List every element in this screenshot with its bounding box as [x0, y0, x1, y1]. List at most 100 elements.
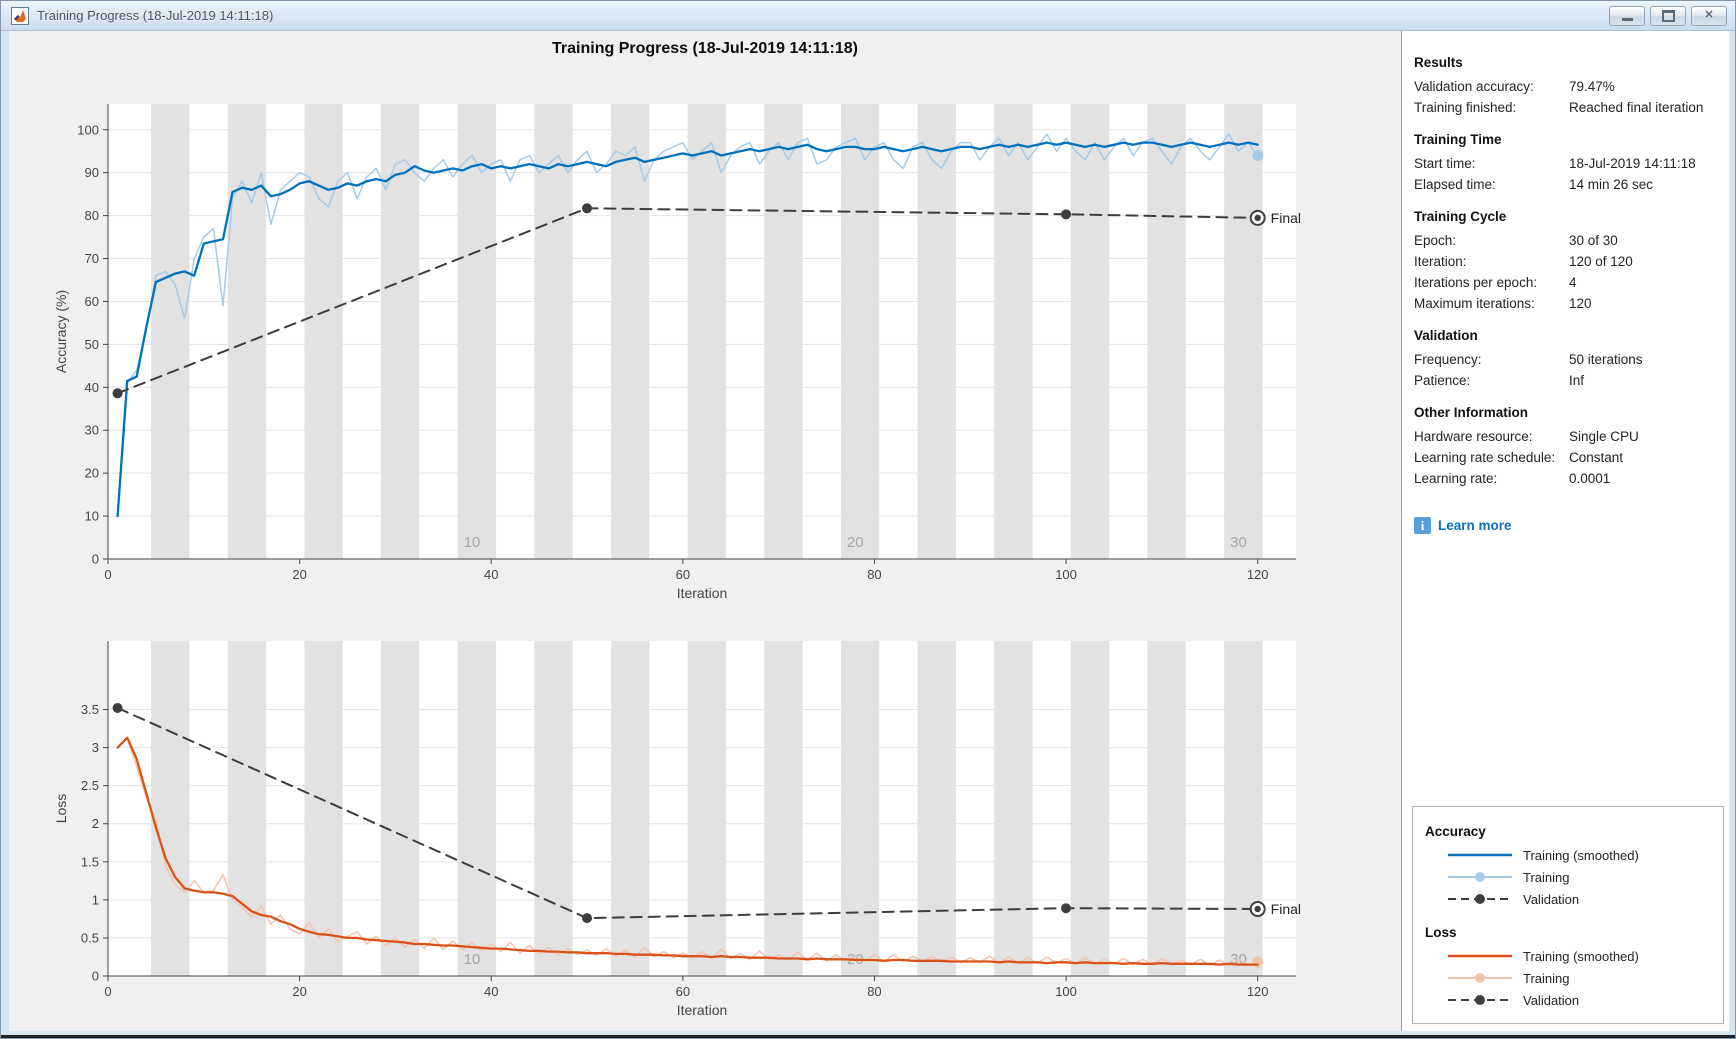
epoch-label: 30 [1230, 534, 1247, 551]
minimize-icon [1621, 17, 1633, 21]
epoch-band [151, 641, 190, 976]
info-value: Constant [1569, 450, 1624, 465]
y-tick-label: 2.5 [81, 778, 99, 793]
info-row: Hardware resource: Single CPU [1414, 426, 1723, 447]
epoch-band [151, 104, 190, 559]
legend-group-title: Accuracy [1425, 824, 1486, 839]
legend-item-label: Training (smoothed) [1523, 847, 1639, 863]
epoch-label: 10 [464, 951, 481, 968]
minimize-button[interactable] [1609, 5, 1645, 26]
epoch-band [1070, 104, 1110, 559]
info-icon: i [1414, 517, 1431, 534]
y-tick-label: 0 [92, 969, 99, 984]
info-value: 50 iterations [1569, 352, 1643, 367]
info-row: Start time: 18-Jul-2019 14:11:18 [1414, 153, 1723, 174]
epoch-band [687, 641, 726, 976]
info-value: 4 [1569, 275, 1577, 290]
info-row: Patience: Inf [1414, 370, 1723, 391]
info-sections: Results Validation accuracy: 79.47% Trainin… [1402, 31, 1729, 489]
legend-group-accuracy: Accuracy Training (smoothed) Training Valid… [1425, 824, 1723, 910]
y-tick-label: 0.5 [81, 930, 99, 945]
epoch-band [381, 641, 420, 976]
info-value: Single CPU [1569, 429, 1639, 444]
x-axis-label: Iteration [677, 1002, 728, 1018]
epoch-band [1070, 641, 1110, 976]
x-tick-label: 100 [1055, 567, 1077, 582]
legend-item-label: Validation [1523, 891, 1580, 907]
legend-item-label: Training [1523, 869, 1570, 885]
x-tick-label: 120 [1247, 984, 1269, 999]
y-tick-label: 50 [85, 337, 99, 352]
y-tick-label: 30 [85, 423, 99, 438]
info-row: Iteration: 120 of 120 [1414, 251, 1723, 272]
legend-sample [1448, 954, 1512, 958]
info-label: Hardware resource: [1414, 429, 1533, 444]
epoch-band [687, 104, 726, 559]
y-tick-label: 70 [85, 251, 99, 266]
validation-marker [112, 388, 123, 399]
series-training-smoothed-accuracy [116, 141, 1259, 518]
legend-item: Validation [1445, 989, 1723, 1011]
validation-marker [1061, 903, 1072, 914]
section-header: Training Cycle [1414, 209, 1507, 224]
info-label: Iterations per epoch: [1414, 275, 1538, 290]
epoch-band [994, 641, 1033, 976]
epoch-band [840, 641, 880, 976]
y-tick-label: 80 [85, 208, 99, 223]
final-label: Final [1271, 210, 1301, 226]
chart-accuracy: 10 20 30 Final 0 20 40 60 80 100 120 0 10 20 30 40 50 60 7… [53, 104, 1301, 601]
epoch-band [534, 104, 573, 559]
close-button[interactable]: ✕ [1691, 5, 1727, 26]
info-label: Epoch: [1414, 233, 1457, 248]
info-row: Epoch: 30 of 30 [1414, 230, 1723, 251]
legend-item: Training (smoothed) [1445, 945, 1723, 967]
y-tick-label: 100 [77, 122, 99, 137]
legend-sample [1448, 995, 1512, 1005]
info-label: Patience: [1414, 373, 1471, 388]
titlebar[interactable]: Training Progress (18-Jul-2019 14:11:18)… [1, 1, 1735, 31]
x-tick-label: 0 [104, 567, 111, 582]
legend: Accuracy Training (smoothed) Training Valid… [1412, 806, 1724, 1024]
validation-marker [1061, 209, 1072, 220]
info-label: Learning rate: [1414, 471, 1498, 486]
y-axis-label: Loss [53, 794, 69, 824]
legend-sample [1448, 894, 1512, 904]
y-tick-label: 40 [85, 380, 99, 395]
series-validation-loss [116, 707, 1259, 920]
info-value: Reached final iteration [1569, 100, 1704, 115]
info-label: Training finished: [1414, 100, 1517, 115]
section-header: Validation [1414, 328, 1478, 343]
y-tick-label: 90 [85, 165, 99, 180]
epoch-band [610, 104, 650, 559]
x-tick-label: 40 [484, 567, 498, 582]
info-label: Elapsed time: [1414, 177, 1496, 192]
y-tick-label: 60 [85, 294, 99, 309]
info-row: Maximum iterations: 120 [1414, 293, 1723, 314]
legend-sample [1448, 872, 1512, 882]
epoch-band [227, 641, 267, 976]
section-header: Results [1414, 55, 1463, 70]
info-row: Learning rate schedule: Constant [1414, 447, 1723, 468]
last-point-marker [1252, 150, 1264, 162]
y-tick-label: 1.5 [81, 854, 99, 869]
x-axis-label: Iteration [677, 585, 728, 601]
validation-marker [112, 703, 123, 713]
epoch-band [840, 104, 880, 559]
info-row: Elapsed time: 14 min 26 sec [1414, 174, 1723, 195]
series-validation-accuracy [116, 207, 1259, 395]
epoch-band [1147, 104, 1186, 559]
section-header: Training Time [1414, 132, 1502, 147]
legend-item-label: Training (smoothed) [1523, 948, 1639, 964]
maximize-icon [1661, 9, 1675, 22]
y-axis-label: Accuracy (%) [53, 290, 69, 373]
x-tick-label: 20 [292, 567, 306, 582]
info-value: Inf [1569, 373, 1585, 388]
learn-more-link[interactable]: i Learn more [1414, 517, 1512, 534]
legend-item: Training [1445, 967, 1723, 989]
maximize-button[interactable] [1650, 5, 1686, 26]
x-tick-label: 80 [867, 567, 881, 582]
figure-title: Training Progress (18-Jul-2019 14:11:18) [552, 40, 858, 57]
window-controls: ✕ [1609, 5, 1727, 26]
